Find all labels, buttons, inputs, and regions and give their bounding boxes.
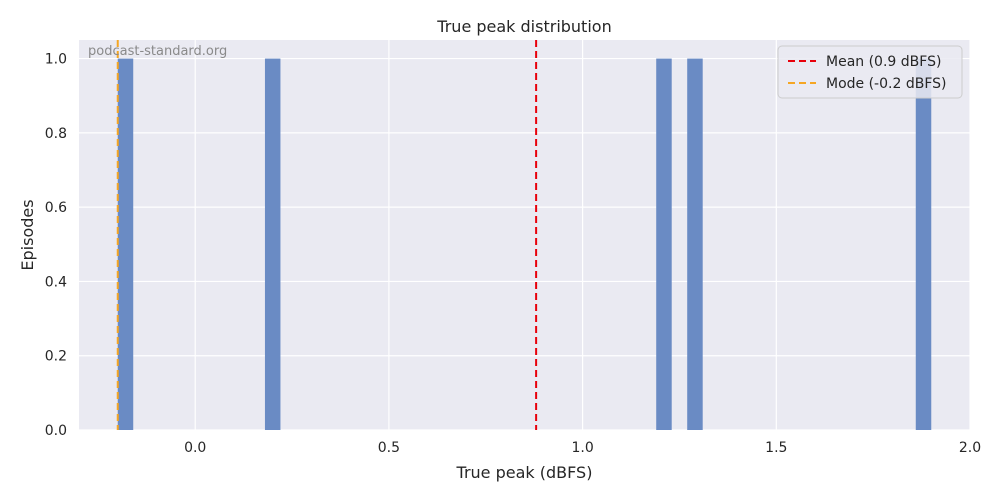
y-tick-label: 0.0 bbox=[45, 423, 67, 439]
y-tick-label: 1.0 bbox=[45, 52, 67, 68]
x-axis-ticks: 0.0 0.5 1.0 1.5 2.0 bbox=[184, 440, 981, 456]
histogram-bar bbox=[687, 58, 703, 430]
histogram-bar bbox=[264, 58, 281, 430]
legend: Mean (0.9 dBFS) Mode (-0.2 dBFS) bbox=[777, 45, 963, 99]
reference-lines bbox=[116, 40, 538, 430]
chart-title: True peak distribution bbox=[436, 17, 611, 36]
watermark-text: podcast-standard.org bbox=[88, 44, 227, 59]
x-axis-label: True peak (dBFS) bbox=[456, 463, 593, 482]
x-tick-label: 0.5 bbox=[378, 440, 400, 456]
legend-entry-label: Mode (-0.2 dBFS) bbox=[826, 76, 946, 92]
legend-entry-label: Mean (0.9 dBFS) bbox=[826, 54, 941, 70]
y-tick-label: 0.2 bbox=[45, 349, 67, 365]
histogram-bar bbox=[915, 58, 932, 430]
histogram-bars bbox=[117, 58, 932, 430]
x-tick-label: 2.0 bbox=[959, 440, 981, 456]
y-tick-label: 0.6 bbox=[45, 200, 67, 216]
histogram-bar bbox=[117, 58, 134, 430]
y-axis-ticks: 0.0 0.2 0.4 0.6 0.8 1.0 bbox=[45, 52, 67, 439]
legend-box bbox=[777, 45, 963, 99]
plot-area bbox=[79, 40, 970, 430]
histogram-bar bbox=[656, 58, 672, 430]
y-tick-label: 0.4 bbox=[45, 274, 67, 290]
x-tick-label: 1.0 bbox=[571, 440, 593, 456]
x-tick-label: 1.5 bbox=[765, 440, 787, 456]
y-axis-label: Episodes bbox=[18, 199, 37, 270]
x-tick-label: 0.0 bbox=[184, 440, 206, 456]
y-tick-label: 0.8 bbox=[45, 126, 67, 142]
